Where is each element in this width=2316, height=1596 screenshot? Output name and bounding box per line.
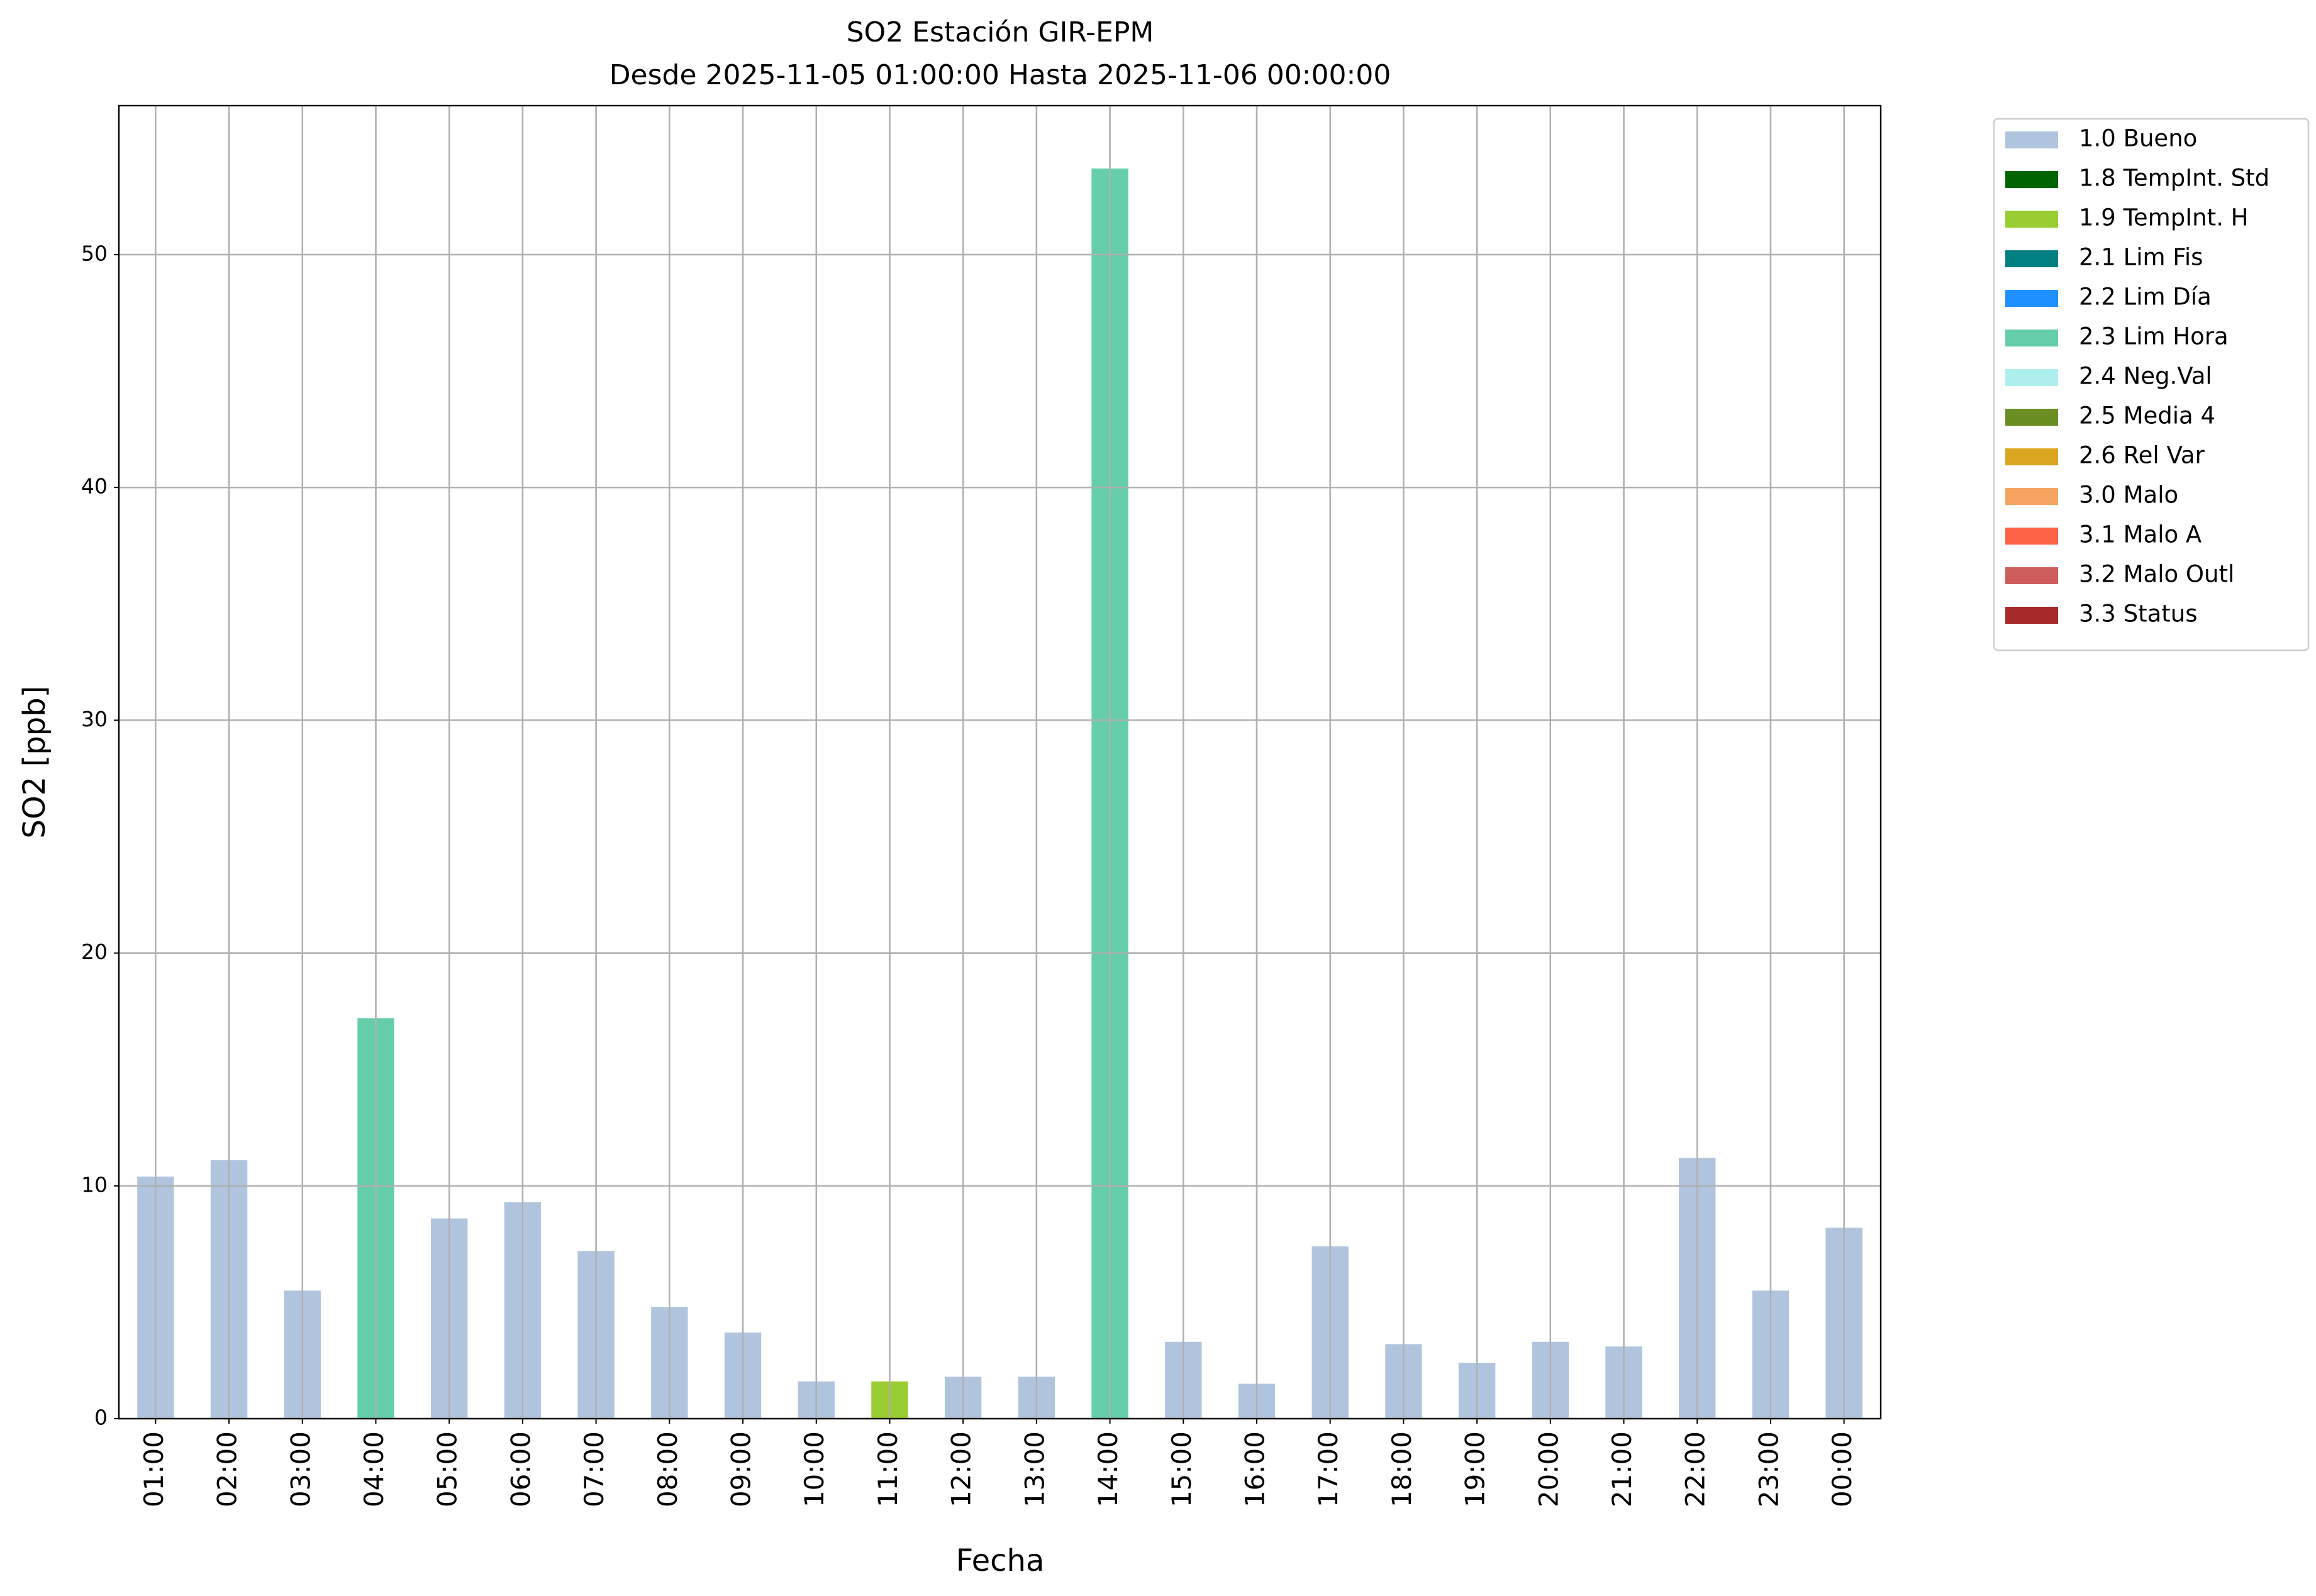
legend-swatch	[2005, 448, 2058, 465]
y-tick-label: 50	[81, 241, 108, 265]
legend-label: 3.0 Malo	[2079, 482, 2178, 509]
x-tick-label: 07:00	[579, 1431, 610, 1507]
y-tick-label: 30	[81, 707, 108, 731]
legend-label: 2.6 Rel Var	[2079, 442, 2205, 469]
legend-swatch	[2005, 528, 2058, 545]
x-axis-label: Fecha	[956, 1543, 1045, 1578]
legend-label: 1.8 TempInt. Std	[2079, 165, 2269, 192]
x-tick-label: 15:00	[1166, 1431, 1197, 1507]
x-tick-label: 09:00	[726, 1431, 757, 1507]
y-axis-label: SO2 [ppb]	[17, 686, 52, 839]
x-tick-label: 04:00	[359, 1431, 389, 1507]
x-tick-label: 02:00	[212, 1431, 243, 1507]
legend-label: 3.1 Malo A	[2079, 521, 2202, 548]
legend-label: 2.2 Lim Día	[2079, 284, 2212, 311]
legend-label: 1.9 TempInt. H	[2079, 204, 2248, 231]
y-tick-label: 20	[81, 939, 108, 964]
x-tick-label: 01:00	[138, 1431, 169, 1507]
x-tick-label: 21:00	[1606, 1431, 1637, 1507]
legend-box	[1993, 118, 2310, 651]
x-tick-label: 17:00	[1313, 1431, 1344, 1507]
legend-label: 3.3 Status	[2079, 601, 2198, 628]
legend-label: 2.4 Neg.Val	[2079, 363, 2212, 390]
legend-swatch	[2005, 171, 2058, 188]
x-tick-label: 12:00	[946, 1431, 977, 1507]
legend-swatch	[2005, 488, 2058, 505]
legend-swatch	[2005, 290, 2058, 307]
legend-label: 2.5 Media 4	[2079, 402, 2215, 429]
y-tick-label: 0	[94, 1405, 108, 1430]
x-tick-label: 14:00	[1093, 1431, 1123, 1507]
x-tick-label: 00:00	[1827, 1431, 1857, 1507]
x-tick-label: 13:00	[1019, 1431, 1050, 1507]
chart-subtitle: Desde 2025-11-05 01:00:00 Hasta 2025-11-…	[610, 59, 1391, 91]
x-tick-label: 18:00	[1386, 1431, 1417, 1507]
legend-swatch	[2005, 330, 2058, 346]
legend-swatch	[2005, 409, 2058, 426]
x-tick-label: 19:00	[1460, 1431, 1491, 1507]
legend-label: 2.3 Lim Hora	[2079, 323, 2229, 350]
legend-swatch	[2005, 607, 2058, 624]
x-tick-label: 03:00	[285, 1431, 316, 1507]
x-tick-label: 23:00	[1753, 1431, 1784, 1507]
legend-swatch	[2005, 211, 2058, 228]
x-tick-label: 22:00	[1680, 1431, 1711, 1507]
x-tick-label: 10:00	[799, 1431, 830, 1507]
x-tick-label: 05:00	[432, 1431, 463, 1507]
x-tick-label: 16:00	[1239, 1431, 1270, 1507]
legend-label: 1.0 Bueno	[2079, 125, 2197, 152]
legend-label: 3.2 Malo Outl	[2079, 561, 2234, 588]
x-tick-label: 11:00	[872, 1431, 903, 1507]
plot-frame	[118, 104, 1882, 1420]
legend-swatch	[2005, 250, 2058, 267]
chart-title: SO2 Estación GIR-EPM	[847, 16, 1154, 48]
legend-swatch	[2005, 369, 2058, 386]
y-tick-label: 10	[81, 1172, 108, 1197]
legend-swatch	[2005, 567, 2058, 584]
y-tick-label: 40	[81, 474, 108, 499]
x-tick-label: 06:00	[505, 1431, 536, 1507]
legend-swatch	[2005, 131, 2058, 148]
legend-label: 2.1 Lim Fis	[2079, 244, 2203, 271]
x-tick-label: 20:00	[1533, 1431, 1564, 1507]
x-tick-label: 08:00	[652, 1431, 683, 1507]
